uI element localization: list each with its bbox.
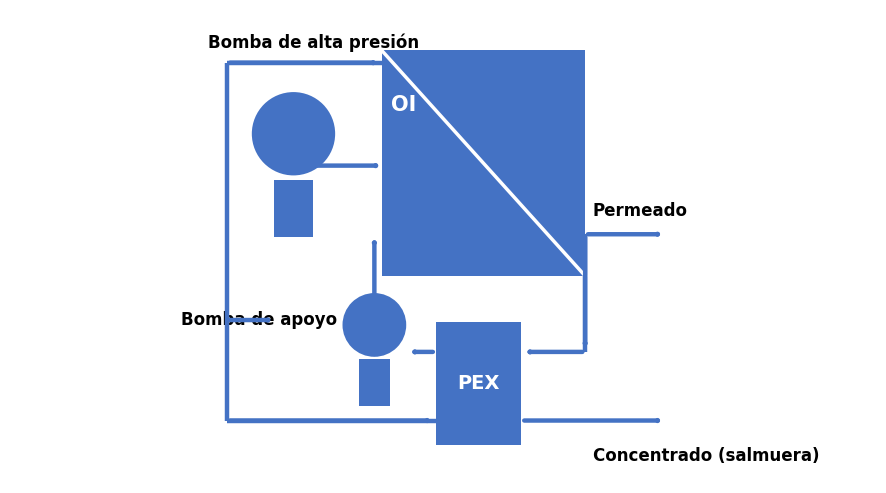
FancyBboxPatch shape	[274, 180, 313, 237]
Text: Bomba de apoyo: Bomba de apoyo	[182, 311, 338, 329]
Text: PEX: PEX	[457, 374, 500, 393]
FancyBboxPatch shape	[436, 322, 522, 445]
Text: OI: OI	[391, 95, 416, 114]
Text: Permeado: Permeado	[593, 202, 688, 219]
Text: Bomba de alta presión: Bomba de alta presión	[207, 34, 419, 52]
FancyBboxPatch shape	[382, 50, 585, 276]
Circle shape	[343, 293, 407, 357]
Circle shape	[252, 92, 335, 176]
FancyBboxPatch shape	[359, 359, 390, 406]
Text: Concentrado (salmuera): Concentrado (salmuera)	[593, 448, 819, 465]
